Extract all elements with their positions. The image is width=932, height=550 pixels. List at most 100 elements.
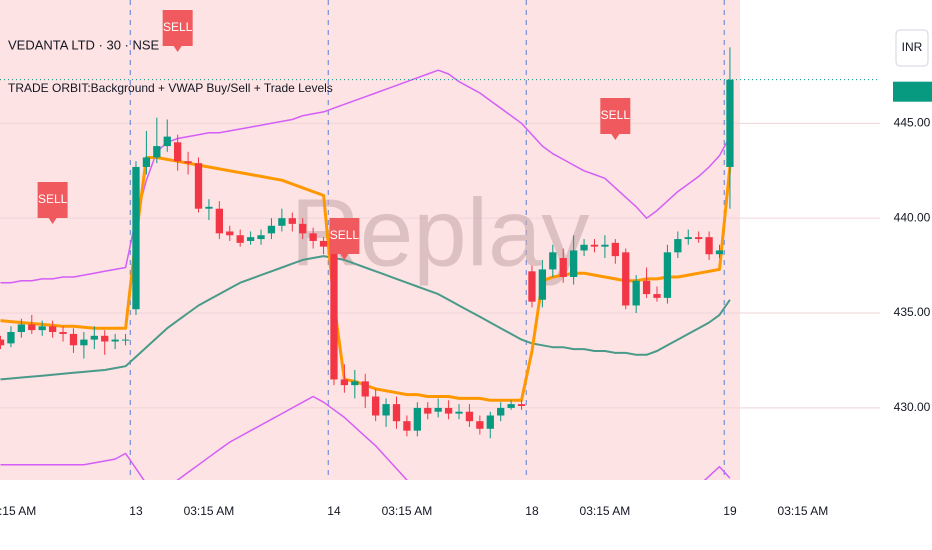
sell-label: SELL xyxy=(330,228,360,242)
candle-body xyxy=(476,421,484,429)
candle-body xyxy=(132,166,140,310)
currency: INR xyxy=(902,40,923,54)
candle-body xyxy=(288,218,296,224)
candle-body xyxy=(111,339,119,342)
candle-body xyxy=(28,324,36,331)
candle-body xyxy=(69,333,78,346)
candle-body xyxy=(101,335,109,342)
x-tick-label: 13 xyxy=(129,504,143,518)
sell-marker xyxy=(37,182,68,224)
candle-body xyxy=(580,244,588,251)
time-axis xyxy=(0,480,880,550)
candle-body xyxy=(715,250,724,255)
candle-body xyxy=(611,242,619,257)
overlay-line xyxy=(0,395,731,480)
candle-body xyxy=(684,237,692,240)
sell-label: SELL xyxy=(163,20,193,34)
candle-body xyxy=(465,411,474,422)
candle-body xyxy=(622,252,630,306)
axes: 430.00 435.00 440.00 445.00 03:15 AM 13 03:15 … xyxy=(0,115,931,518)
candle-body xyxy=(330,229,338,380)
x-tick-label: 03:15 AM xyxy=(382,504,433,518)
candle-body xyxy=(705,237,713,255)
candle-body xyxy=(424,407,432,414)
candle-body xyxy=(59,332,67,334)
candle-body xyxy=(434,407,442,412)
candle-body xyxy=(674,239,682,253)
candle-body xyxy=(38,326,46,331)
candle-body xyxy=(559,258,567,277)
last-price-tag xyxy=(893,81,932,102)
candle-body xyxy=(590,244,599,247)
candle-body xyxy=(486,415,494,429)
candle-body xyxy=(205,206,213,209)
y-tick-label: 445.00 xyxy=(894,115,931,129)
candle-body xyxy=(497,407,505,416)
candle-body xyxy=(246,237,255,241)
x-tick-label: 19 xyxy=(723,504,737,518)
sell-marker xyxy=(600,98,631,140)
candle-body xyxy=(455,411,463,414)
candle-body xyxy=(569,250,578,277)
candle-body xyxy=(663,252,672,298)
sell-label: SELL xyxy=(601,108,631,122)
sell-marker xyxy=(329,218,360,260)
sell-signal: SELL xyxy=(329,218,359,260)
candle-body xyxy=(90,335,98,340)
candle-body xyxy=(653,294,661,298)
candle-body xyxy=(121,339,130,341)
sell-signal: SELL xyxy=(162,10,193,52)
x-tick-label: 03:15 AM xyxy=(184,504,235,518)
candle-body xyxy=(319,240,328,247)
candle-body xyxy=(215,208,223,234)
chart-title: VEDANTA LTD · 30 · NSE xyxy=(8,37,160,52)
candle-body xyxy=(17,324,26,333)
x-tick-label: 03:15 AM xyxy=(580,504,631,518)
candle-body xyxy=(142,157,151,167)
x-tick-label: 03:15 AM xyxy=(0,504,36,518)
candle-body xyxy=(226,231,234,236)
candle-body xyxy=(267,225,276,234)
indicator-name: TRADE ORBIT:Background + VWAP Buy/Sell +… xyxy=(8,81,333,95)
candle-body xyxy=(361,381,369,397)
candle-body xyxy=(382,404,390,416)
candle-body xyxy=(403,421,411,431)
sell-signal: SELL xyxy=(600,98,630,140)
candle-body xyxy=(184,161,192,164)
sell-marker xyxy=(162,10,193,52)
candle-body xyxy=(299,223,307,234)
sell-label: SELL xyxy=(38,192,68,206)
candle-body xyxy=(507,404,515,408)
x-tick-label: 03:15 AM xyxy=(778,504,829,518)
candle-body xyxy=(153,146,161,158)
y-tick-label: 430.00 xyxy=(894,400,931,414)
candle-body xyxy=(257,235,265,240)
candle-body xyxy=(392,404,401,422)
overlay-line xyxy=(0,69,731,284)
candle-body xyxy=(528,271,536,302)
candle-body xyxy=(163,136,171,147)
candle-body xyxy=(601,244,609,247)
plot: SELL SELL SELL SELL xyxy=(0,10,880,480)
candle-body xyxy=(632,280,640,306)
candle-body xyxy=(549,252,557,270)
candle-body xyxy=(444,407,453,414)
candle-body xyxy=(695,237,703,240)
candle-body xyxy=(538,269,547,300)
candle-body xyxy=(7,332,15,344)
candle-body xyxy=(309,233,317,241)
candle-body xyxy=(236,235,244,243)
candle-body xyxy=(340,379,349,386)
candle-body xyxy=(48,326,57,333)
currency-box xyxy=(895,29,929,67)
y-tick-label: 435.00 xyxy=(894,305,931,319)
candle-body xyxy=(642,280,651,295)
candle-body xyxy=(278,218,286,226)
candle-body xyxy=(80,339,88,346)
candle-body xyxy=(517,404,526,407)
x-tick-label: 14 xyxy=(327,504,341,518)
candle-body xyxy=(194,163,203,209)
candle-body xyxy=(351,381,359,386)
